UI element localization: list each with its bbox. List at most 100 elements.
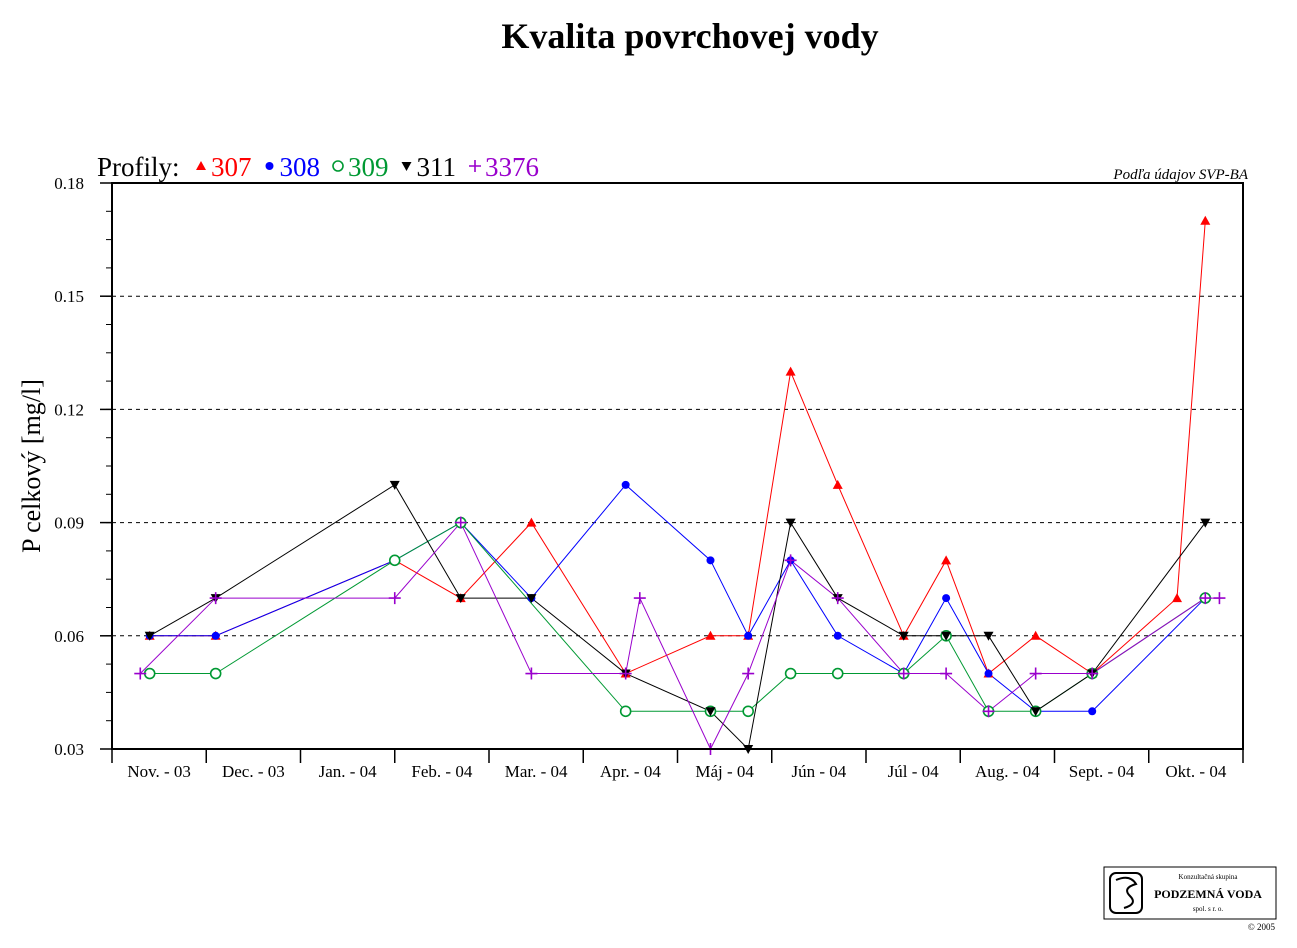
series-point: [942, 594, 951, 603]
series-point: [785, 366, 796, 376]
series-point: [984, 669, 993, 678]
x-tick-label: Okt. - 04: [1165, 762, 1226, 781]
x-tick-label: Máj - 04: [695, 762, 754, 781]
series-point: [1172, 593, 1183, 603]
series-point: [454, 516, 467, 529]
legend-item-311: 311: [401, 152, 457, 182]
logo-copyright: © 2005: [1248, 922, 1276, 932]
legend: Profily: 307 308 309 311 3376: [97, 152, 539, 182]
logo-line1: Konzultačná skupina: [1179, 873, 1239, 881]
x-tick-label: Jún - 04: [791, 762, 846, 781]
y-tick-label: 0.12: [54, 400, 84, 419]
company-logo: Konzultačná skupina PODZEMNÁ VODA spol. …: [1103, 866, 1277, 932]
series-point: [1200, 215, 1211, 225]
series-point: [1029, 667, 1042, 680]
series-point: [265, 162, 274, 170]
x-tick-label: Mar. - 04: [505, 762, 568, 781]
x-tick-label: Nov. - 03: [127, 762, 191, 781]
series-point: [1200, 518, 1211, 528]
series-point: [784, 667, 797, 680]
legend-item-309: 309: [332, 152, 389, 182]
x-tick-label: Apr. - 04: [600, 762, 661, 781]
series-point: [833, 631, 842, 640]
series-point: [525, 667, 538, 680]
y-tick-label: 0.03: [54, 740, 84, 759]
series-point: [742, 667, 755, 680]
legend-item-307: 307: [196, 152, 252, 182]
series-point: [897, 667, 910, 680]
series-line-311: [149, 484, 1206, 751]
chart-title: Kvalita povrchovej vody: [501, 16, 878, 56]
series-markers: [134, 215, 1226, 755]
y-tick-label: 0.18: [54, 174, 84, 193]
x-tick-label: Sept. - 04: [1069, 762, 1135, 781]
series-point: [619, 705, 632, 718]
x-tick-label: Aug. - 04: [975, 762, 1040, 781]
series-point: [209, 667, 222, 680]
series-point: [705, 707, 716, 717]
logo-line2: PODZEMNÁ VODA: [1154, 887, 1262, 901]
y-tick-label: 0.06: [54, 627, 84, 646]
y-axis-label: P celkový [mg/l]: [17, 379, 46, 553]
series-point: [941, 631, 952, 641]
series-point: [526, 517, 537, 527]
series-point: [209, 592, 222, 605]
series-point: [621, 480, 630, 489]
series-point: [742, 705, 754, 718]
legend-label: 307: [211, 152, 252, 182]
grid: [112, 295, 1243, 637]
x-axis: Nov. - 03 Dec. - 03 Jan. - 04 Feb. - 04 Mar.…: [111, 749, 1244, 781]
plot-frame: [111, 182, 1244, 750]
series-point: [1086, 667, 1099, 680]
x-tick-label: Jan. - 04: [319, 762, 378, 781]
series-point: [898, 631, 909, 641]
x-tick-label: Júl - 04: [888, 762, 940, 781]
series-point: [832, 479, 843, 489]
series-point: [211, 631, 220, 640]
series-point: [388, 592, 401, 605]
series-line-309: [149, 521, 1206, 712]
x-tick-label: Feb. - 04: [411, 762, 472, 781]
source-note: Podľa údajov SVP-BA: [1112, 167, 1248, 183]
y-tick-label: 0.09: [54, 514, 84, 533]
series-point: [831, 667, 844, 680]
series-point: [1199, 592, 1212, 605]
series-point: [389, 480, 400, 490]
legend-label: 311: [417, 152, 457, 182]
series-point: [982, 705, 995, 718]
legend-prefix: Profily:: [97, 152, 180, 182]
series-point: [388, 554, 401, 567]
series-point: [1213, 592, 1226, 605]
legend-label: 308: [280, 152, 321, 182]
series-point: [1030, 630, 1041, 640]
series-point: [633, 592, 646, 605]
series-line-307: [149, 220, 1206, 675]
legend-item-3376: 3376: [469, 152, 539, 182]
series-point: [705, 630, 716, 640]
series-point: [144, 631, 155, 641]
series-point: [706, 556, 715, 565]
series-point: [469, 160, 481, 172]
legend-label: 3376: [485, 152, 539, 182]
series-point: [784, 554, 797, 567]
series-point: [134, 667, 147, 680]
series-point: [983, 631, 994, 641]
series-point: [1030, 707, 1041, 717]
logo-frame: [1103, 866, 1277, 920]
logo-line3: spol. s r. o.: [1193, 905, 1224, 913]
series-point: [941, 555, 952, 565]
series-line-3376: [139, 521, 1220, 751]
legend-item-308: 308: [265, 152, 321, 182]
legend-label: 309: [348, 152, 389, 182]
series-point: [785, 518, 796, 528]
series-markers-307: [144, 215, 1211, 678]
series-point: [940, 667, 953, 680]
series-point: [332, 160, 344, 172]
series-point: [526, 594, 537, 604]
series-point: [831, 592, 844, 605]
x-tick-label: Dec. - 03: [222, 762, 285, 781]
series-lines: [139, 220, 1220, 751]
series-markers-3376: [134, 516, 1226, 755]
series-point: [196, 161, 206, 170]
series-point: [1088, 707, 1097, 716]
